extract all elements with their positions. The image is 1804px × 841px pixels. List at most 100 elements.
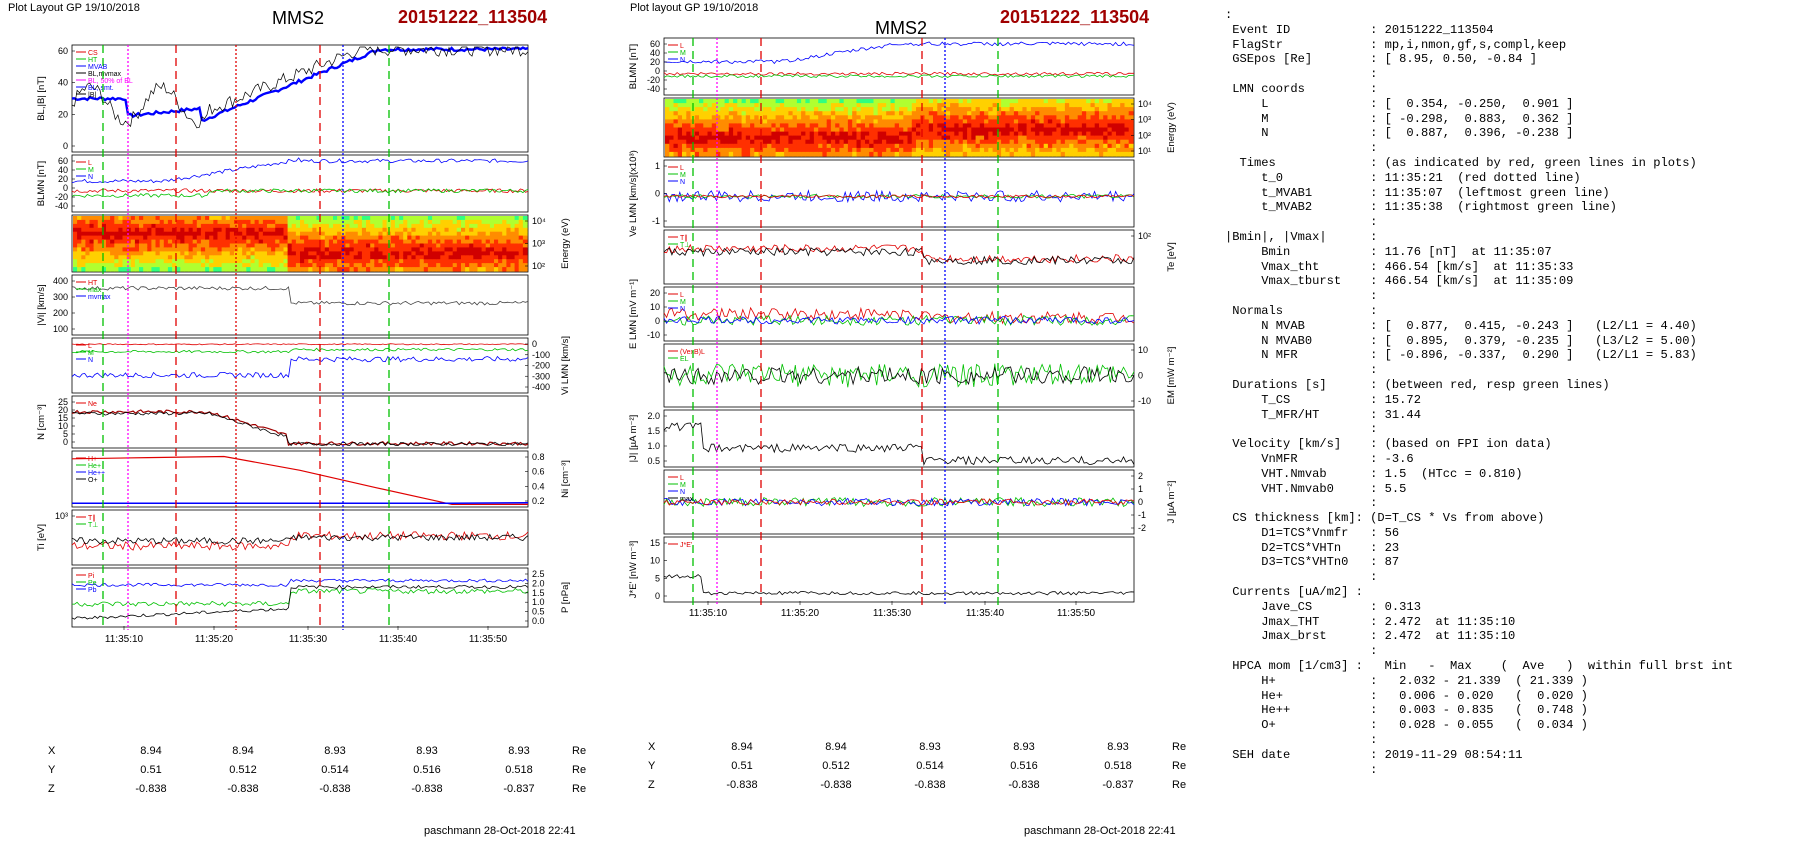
spectrogram-cell [907,99,913,104]
spectrogram-cell [924,147,930,153]
spectrogram-cell [865,135,870,141]
spectrogram-cell [465,216,470,221]
spectrogram-cell [242,247,247,252]
spectrogram-cell [877,135,883,141]
spectrogram-cell [267,243,272,248]
spectrogram-cell [924,139,930,145]
spectrogram-cell [279,259,285,264]
spectrogram-cell [805,127,811,133]
spectrogram-cell [916,115,921,120]
spectrogram-cell [130,219,136,225]
spectrogram-cell [143,231,148,237]
spectrogram-cell [860,123,866,129]
spectrogram-cell [180,255,185,260]
spectrogram-cell [737,127,743,133]
spectrogram-cell [716,103,721,108]
spectrogram-cell [818,127,824,133]
spectrogram-cell [809,107,815,112]
spectrogram-cell [818,103,824,108]
spectrogram-cell [85,251,91,256]
spectrogram-cell [1086,111,1092,116]
legend-label: |B| [88,92,96,99]
spectrogram-cell [139,263,144,268]
spectrogram-cell [1069,107,1075,112]
spectrogram-cell [1111,107,1117,112]
spectrogram-cell [147,223,152,229]
spectrogram-cell [779,151,785,157]
spectrogram-cell [184,247,190,252]
spectrogram-cell [1013,127,1019,133]
spectrogram-cell [928,111,934,116]
spectrogram-cell [200,235,206,241]
vim-line [72,347,529,354]
spectrogram-cell [73,223,78,229]
spectrogram-cell [407,219,412,225]
te-perp-line [663,247,1135,266]
summary-line: Event ID : 20151222_113504 [1225,22,1494,37]
spectrogram-cell [180,231,185,237]
spectrogram-cell [386,223,392,229]
spectrogram-cell [920,111,926,116]
spectrogram-cell [737,131,743,137]
spectrogram-cell [312,216,318,221]
spectrogram-cell [967,147,972,153]
spectrogram-cell [1035,119,1040,125]
spectrogram-cell [419,263,425,268]
spectrogram-cell [147,216,152,221]
spectrogram-cell [707,131,713,137]
spectrogram-cell [1026,135,1032,141]
spectrogram-cell [801,99,806,104]
spectrogram-cell [954,115,960,120]
spectrogram-cell [192,243,198,248]
spectrogram-cell [1073,115,1079,120]
spectrogram-cell [1064,107,1070,112]
spectrogram-cell [843,147,849,153]
spectrogram-cell [456,239,462,245]
spectrogram-cell [950,115,955,120]
spectrogram-cell [924,115,930,120]
spectrogram-cell [784,127,789,133]
spectrogram-cell [1094,123,1100,129]
spectrogram-cell [1001,151,1006,157]
spectrogram-cell [796,151,802,157]
spectrogram-cell [937,127,943,133]
spectrogram-cell [1060,119,1066,125]
spectrogram-cell [271,259,276,264]
spectrogram-cell [1056,111,1062,116]
y-axis-label: Vi LMN [km/s] [560,336,571,395]
spectrogram-cell [485,263,491,268]
y-tick-label: 10² [1138,130,1151,140]
spectrogram-cell [494,255,499,260]
summary-line: T_MFR/HT : 31.44 [1225,407,1421,422]
spectrogram-cell [1022,139,1028,145]
spectrogram-cell [275,227,280,233]
spectrogram-cell [975,147,981,153]
spectrogram-cell [403,216,408,221]
spectrogram-cell [510,267,516,272]
pb-line [71,578,529,587]
legend-label: HT [88,280,98,287]
spectrogram-cell [262,267,268,272]
spectrogram-cell [494,235,499,241]
spectrogram-cell [703,123,709,129]
spectrogram-cell [886,115,892,120]
spectrogram-cell [147,263,152,268]
spectrogram-cell [720,135,726,141]
spectrogram-cell [699,119,704,125]
y-axis-label: P [nPa] [560,582,571,613]
spectrogram-cell [411,235,417,241]
spectrogram-cell [920,139,926,145]
spectrogram-cell [860,111,866,116]
spectrogram-cell [163,243,169,248]
spectrogram-cell [1116,107,1121,112]
spectrogram-cell [304,263,309,268]
spectrogram-cell [89,255,95,260]
spectrogram-cell [1026,147,1032,153]
spectrogram-cell [813,111,819,116]
spectrogram-cell [139,247,144,252]
spectrogram-cell [485,223,491,229]
spectrogram-cell [937,111,943,116]
spectrogram-cell [366,223,371,229]
vel-line [663,189,1135,204]
